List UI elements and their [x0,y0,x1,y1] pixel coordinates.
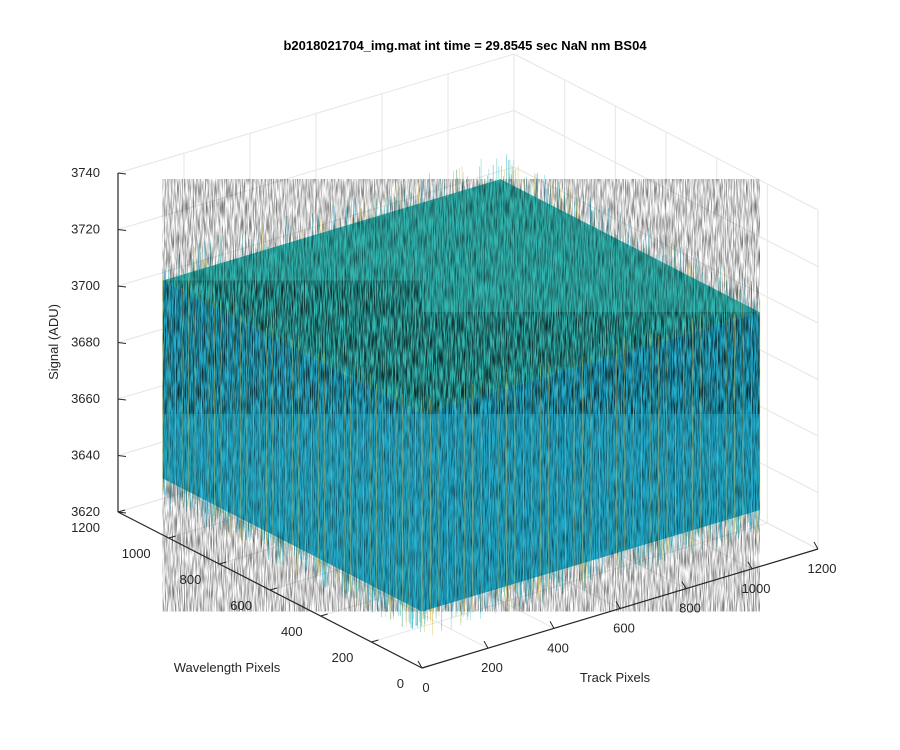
wall-grid-z [117,110,515,230]
y-tick [371,639,379,643]
chart-title: b2018021704_img.mat int time = 29.8545 s… [283,38,647,53]
x-tick-label: 800 [679,601,701,616]
x-tick-label: 0 [422,680,429,695]
y-tick-label: 1200 [71,520,100,535]
y-tick [219,561,227,565]
x-tick [417,660,423,669]
y-tick-label: 200 [332,650,354,665]
side-grid-z [513,53,819,211]
y-tick [269,587,278,591]
z-tick [117,342,127,344]
y-tick-label: 800 [180,572,202,587]
z-tick-label: 3700 [71,278,100,293]
x-axis-label: Track Pixels [580,670,651,685]
x-tick [681,581,687,589]
wall-grid-z [117,53,515,174]
x-tick-label: 1000 [742,581,771,596]
x-tick [615,601,621,609]
y-tick-label: 0 [397,676,404,691]
y-tick-label: 600 [230,598,252,613]
z-tick [117,172,127,175]
wall-grid-z [117,166,515,287]
x-tick-label: 600 [613,621,635,636]
tick-labels: 0 200 400 600 800 1000 1200 0 200 400 600 800 1000 12… [71,165,836,695]
z-axis-label: Signal (ADU) [46,304,61,380]
z-tick-label: 3620 [71,504,100,519]
side-grid-z [513,166,819,324]
x-tick-label: 400 [547,640,569,655]
z-tick-label: 3680 [71,335,100,350]
z-tick [117,398,127,401]
y-tick [168,535,176,539]
z-tick [117,229,127,231]
x-tick [483,640,489,649]
x-tick-label: 1200 [808,561,837,576]
x-tick-label: 200 [481,660,503,675]
z-tick-label: 3640 [71,448,100,463]
z-tick-label: 3660 [71,391,100,406]
y-tick-label: 1000 [122,546,151,561]
y-axis-label: Wavelength Pixels [174,660,281,675]
y-tick [421,665,430,669]
z-tick [117,285,127,288]
z-tick-label: 3740 [71,165,100,180]
x-tick [813,541,819,550]
y-tick-label: 400 [281,624,303,639]
x-tick [747,561,753,570]
z-tick-label: 3720 [71,222,100,237]
x-tick [549,621,555,629]
y-tick [320,613,328,617]
z-tick [117,511,127,514]
data-surface [162,154,761,636]
side-grid-z [513,110,819,267]
z-tick [117,455,127,457]
